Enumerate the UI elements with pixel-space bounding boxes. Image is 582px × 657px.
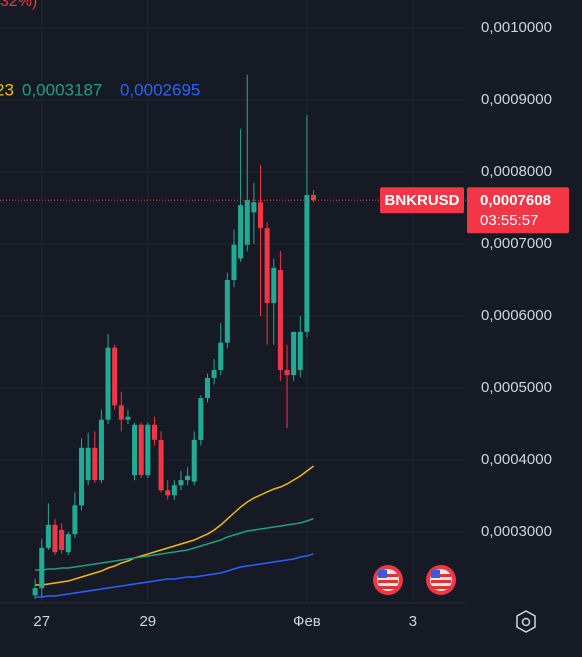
event-icon[interactable] — [373, 565, 403, 595]
legend-value: 0,0002695 — [120, 80, 200, 99]
candle-body — [238, 205, 244, 259]
candle-body — [304, 195, 310, 332]
candle-body — [98, 419, 104, 481]
grid — [0, 0, 466, 603]
candle-body — [79, 447, 85, 506]
candle-body — [264, 228, 270, 304]
candle-body — [224, 280, 230, 343]
candle-body — [204, 377, 210, 399]
candle-body — [191, 439, 197, 482]
y-tick-label: 0,0010000 — [481, 19, 552, 36]
settings-icon[interactable] — [516, 610, 536, 633]
candle-body — [178, 480, 184, 486]
candle-body — [311, 195, 317, 201]
plot — [0, 74, 466, 599]
candle-body — [251, 202, 257, 213]
y-tick-label: 0,0007000 — [481, 235, 552, 252]
candle-body — [218, 342, 224, 371]
candle-body — [118, 405, 124, 420]
candle-body — [85, 447, 91, 481]
price-label: 0,0007608 — [480, 192, 551, 209]
candle-body — [52, 524, 58, 553]
symbol-box — [380, 187, 464, 214]
candle-body — [257, 202, 264, 229]
candle-body — [185, 475, 191, 481]
candle-body — [92, 447, 98, 481]
candle-body — [284, 370, 290, 376]
candle-body — [39, 547, 45, 589]
countdown-label: 03:55:57 — [480, 212, 538, 229]
candle-body — [297, 331, 303, 371]
y-tick-label: 0,0008000 — [481, 163, 552, 180]
candle-body — [72, 505, 78, 535]
candle-body — [105, 347, 111, 420]
event-icon[interactable] — [426, 565, 456, 595]
candle-body — [244, 200, 250, 245]
x-tick-label: 3 — [409, 613, 417, 630]
candle-body — [59, 529, 65, 551]
candle-body — [145, 424, 151, 476]
candle-body — [65, 534, 71, 553]
y-tick-label: 0,0005000 — [481, 379, 552, 396]
y-tick-label: 0,0004000 — [481, 451, 552, 468]
candle-body — [125, 416, 131, 420]
legend-value: 0,0003187 — [22, 80, 102, 99]
candle-body — [271, 267, 277, 304]
y-tick-label: 0,0009000 — [481, 91, 552, 108]
candle-body — [291, 331, 297, 376]
candle-body — [211, 370, 217, 378]
corner-text: 32%) — [0, 0, 37, 10]
candle-body — [171, 485, 177, 496]
candle-body — [138, 424, 144, 476]
moving-average — [35, 465, 314, 586]
candle-body — [112, 347, 118, 406]
y-tick-label: 0,0006000 — [481, 307, 552, 324]
candle-body — [132, 424, 138, 476]
moving-average — [35, 553, 314, 598]
candle-body — [231, 244, 237, 281]
price-box — [467, 187, 569, 234]
x-tick-label: Фев — [293, 613, 321, 630]
axis: 0,0003000 0,0004000 0,0005000 0,0006000 0,00… — [33, 19, 551, 630]
candle-body — [151, 424, 157, 440]
candle-body — [165, 490, 171, 496]
candle-body — [198, 398, 204, 440]
x-tick-label: 29 — [139, 613, 156, 630]
y-tick-label: 0,0003000 — [481, 523, 552, 540]
legend-value: 23 — [0, 80, 14, 99]
x-tick-label: 27 — [33, 613, 50, 630]
candle-body — [32, 588, 38, 596]
candle-body — [45, 524, 51, 548]
candle-body — [158, 439, 164, 491]
moving-average — [35, 517, 314, 571]
symbol-label: BNKRUSD — [385, 192, 460, 209]
candle-body — [277, 269, 283, 371]
